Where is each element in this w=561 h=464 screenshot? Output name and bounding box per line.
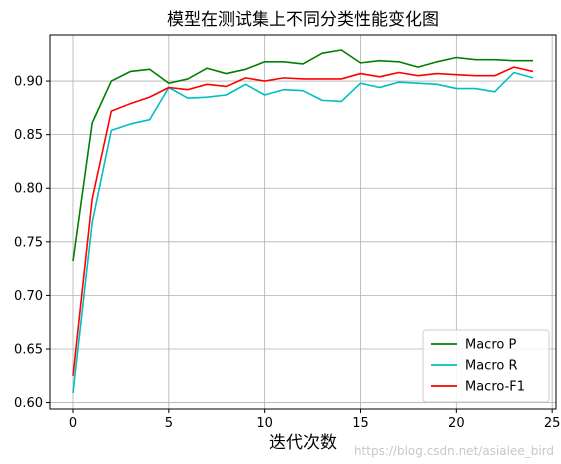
x-tick-label: 0 xyxy=(69,416,77,431)
y-tick-label: 0.60 xyxy=(14,396,43,411)
series-line-1 xyxy=(72,49,533,262)
series-line-2 xyxy=(72,71,534,394)
y-tick-label: 0.90 xyxy=(14,75,43,90)
x-tick-label: 15 xyxy=(352,416,369,431)
chart-title: 模型在测试集上不同分类性能变化图 xyxy=(167,10,439,30)
series-line-3 xyxy=(72,66,534,376)
series-lines xyxy=(72,49,534,394)
x-axis-label: 迭代次数 xyxy=(269,433,337,453)
legend-label: Macro P xyxy=(465,338,516,353)
legend-label: Macro R xyxy=(465,359,518,374)
y-axis-ticks: 0.60 0.65 0.70 0.75 0.80 0.85 0.90 xyxy=(14,75,50,411)
y-tick-label: 0.85 xyxy=(14,128,43,143)
legend-label: Macro-F1 xyxy=(465,380,525,395)
x-axis-ticks: 0 5 10 15 20 25 xyxy=(69,409,561,431)
y-tick-label: 0.65 xyxy=(14,342,43,357)
plot-frame xyxy=(49,34,557,410)
y-tick-label: 0.75 xyxy=(14,235,43,250)
grid xyxy=(50,35,556,409)
x-tick-label: 20 xyxy=(448,416,465,431)
legend: Macro P Macro R Macro-F1 xyxy=(422,329,550,403)
y-tick-label: 0.80 xyxy=(14,182,43,197)
watermark-text: https://blog.csdn.net/asialee_bird xyxy=(354,444,554,458)
legend-box xyxy=(422,329,550,403)
y-tick-label: 0.70 xyxy=(14,289,43,304)
x-tick-label: 5 xyxy=(165,416,173,431)
x-tick-label: 10 xyxy=(256,416,273,431)
x-tick-label: 25 xyxy=(544,416,561,431)
